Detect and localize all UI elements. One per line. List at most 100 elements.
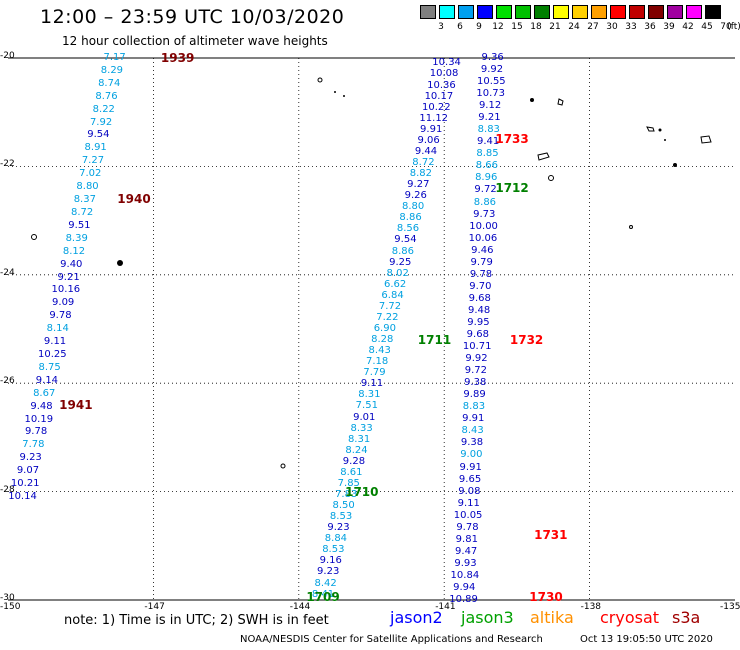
pass-time-label: 1940 xyxy=(117,191,151,206)
wave-height-value: 8.42 xyxy=(314,577,337,589)
color-swatch xyxy=(458,5,474,19)
wave-height-value: 9.25 xyxy=(389,256,412,268)
latitude-tick-label: -24 xyxy=(0,267,15,278)
pass-time-label: 1712 xyxy=(495,181,529,196)
wave-height-value: 9.44 xyxy=(414,145,438,157)
wave-height-value: 9.78 xyxy=(24,426,48,438)
wave-height-value: 10.06 xyxy=(468,232,498,244)
wave-height-value: 8.28 xyxy=(371,334,394,346)
wave-height-value: 8.14 xyxy=(46,323,69,335)
wave-height-value: 9.11 xyxy=(360,378,384,390)
island-outlines xyxy=(31,77,712,469)
wave-height-value: 8.29 xyxy=(100,64,124,76)
color-swatch xyxy=(686,5,702,19)
latitude-tick-label: -20 xyxy=(0,51,15,61)
color-scale-label: 12 xyxy=(492,22,504,32)
pass-time-label: 1709 xyxy=(306,590,340,605)
wave-height-value: 9.81 xyxy=(455,533,478,545)
wave-height-value: 9.46 xyxy=(471,244,494,256)
wave-height-value: 10.25 xyxy=(38,348,67,360)
wave-height-value: 10.16 xyxy=(51,284,81,296)
wave-height-value: 9.14 xyxy=(35,374,59,386)
color-swatch xyxy=(648,5,664,19)
wave-height-value: 9.68 xyxy=(466,329,489,341)
wave-height-value: 9.40 xyxy=(60,258,83,270)
wave-height-value: 10.00 xyxy=(469,220,498,232)
wave-height-value: 9.70 xyxy=(469,280,492,292)
color-scale-label: 18 xyxy=(530,22,542,32)
pass-time-label: 1732 xyxy=(509,332,544,347)
satellite-s3a: s3a xyxy=(672,608,701,627)
color-swatch xyxy=(667,5,683,19)
wave-height-value: 9.72 xyxy=(464,365,487,377)
color-scale-label: 27 xyxy=(587,22,599,32)
pass-time-label: 1939 xyxy=(160,51,195,65)
wave-height-value: 9.72 xyxy=(474,184,497,196)
longitude-tick-label: -135 xyxy=(720,602,740,612)
wave-height-value: 9.54 xyxy=(87,129,110,141)
color-scale-label: 70 xyxy=(720,22,732,32)
wave-height-value: 8.91 xyxy=(84,142,107,154)
wave-height-value: 9.07 xyxy=(16,465,40,477)
wave-height-value: 6.62 xyxy=(383,278,407,290)
wave-height-value: 9.78 xyxy=(49,310,72,322)
longitude-tick-label: -144 xyxy=(289,602,311,612)
color-swatch xyxy=(515,5,531,19)
pass-time-label: 1710 xyxy=(345,484,379,499)
satellite-jason2: jason2 xyxy=(390,608,443,627)
color-scale-label: 39 xyxy=(663,22,675,32)
wave-height-value: 7.02 xyxy=(79,168,102,180)
color-swatch xyxy=(534,5,550,19)
wave-height-value: 9.48 xyxy=(467,304,491,316)
wave-height-value: 8.53 xyxy=(329,511,353,523)
wave-height-value: 9.38 xyxy=(460,437,484,449)
wave-height-value: 7.83 xyxy=(335,488,358,500)
wave-height-value: 8.53 xyxy=(322,544,345,556)
satellite-cryosat: cryosat xyxy=(600,608,660,627)
wave-height-value: 8.85 xyxy=(476,148,499,160)
wave-height-value: 9.89 xyxy=(463,389,486,401)
latitude-tick-label: -28 xyxy=(0,484,15,495)
wave-height-value: 9.11 xyxy=(457,497,480,509)
graticule-grid xyxy=(8,58,735,600)
wave-height-value: 8.83 xyxy=(477,124,500,136)
wave-height-value: 9.08 xyxy=(458,485,481,497)
wave-height-value: 9.95 xyxy=(467,316,490,328)
wave-height-value: 10.14 xyxy=(8,491,37,503)
wave-height-value: 10.08 xyxy=(429,68,459,80)
wave-height-value: 10.17 xyxy=(424,90,454,102)
wave-height-value: 8.80 xyxy=(402,201,425,213)
pass-time-label: 1730 xyxy=(529,590,563,605)
wave-height-value: 9.41 xyxy=(477,136,500,148)
wave-height-value: 8.82 xyxy=(409,168,433,180)
latitude-tick-label: -22 xyxy=(0,159,15,170)
longitude-tick-label: -147 xyxy=(144,602,165,612)
pass-time-label: 1733 xyxy=(495,132,529,147)
wave-height-value: 7.18 xyxy=(365,356,389,368)
wave-height-value: 9.21 xyxy=(57,271,80,283)
wave-height-value: 8.31 xyxy=(347,433,371,445)
wave-height-value: 8.43 xyxy=(368,345,391,357)
wave-height-value: 9.54 xyxy=(394,234,417,246)
wave-height-value: 9.27 xyxy=(407,179,430,191)
longitude-tick-label: -138 xyxy=(580,602,602,612)
wave-height-value: 9.92 xyxy=(480,64,504,76)
wave-height-value: 9.06 xyxy=(417,134,440,146)
wave-height-value: 10.21 xyxy=(10,478,40,490)
wave-height-value: 9.26 xyxy=(404,190,427,202)
wave-height-value: 8.86 xyxy=(391,245,414,257)
wave-height-value: 9.23 xyxy=(327,522,350,534)
wave-height-value: 7.92 xyxy=(89,116,113,128)
wave-height-value: 6.84 xyxy=(381,289,404,301)
wave-height-value: 7.27 xyxy=(81,155,105,167)
longitude-tick-label: -150 xyxy=(0,602,21,612)
wave-height-value: 10.89 xyxy=(449,594,478,605)
latitude-tick-label: -26 xyxy=(0,376,15,387)
wave-height-value: 7.72 xyxy=(378,300,402,312)
wave-height-value: 8.74 xyxy=(98,77,121,89)
wave-height-value: 8.80 xyxy=(76,181,99,193)
wave-height-value: 9.78 xyxy=(469,268,493,280)
wave-height-value: 8.37 xyxy=(73,194,96,206)
color-swatch xyxy=(629,5,645,19)
